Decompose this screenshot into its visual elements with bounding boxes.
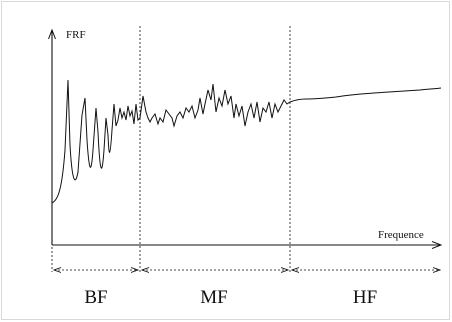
y-axis-label: FRF	[66, 29, 86, 41]
band-label-mf: MF	[200, 287, 227, 308]
band-label-hf: HF	[353, 287, 377, 308]
band-label-bf: BF	[84, 287, 107, 308]
x-axis-label: Frequence	[378, 229, 424, 241]
frf-curve	[51, 79, 442, 204]
